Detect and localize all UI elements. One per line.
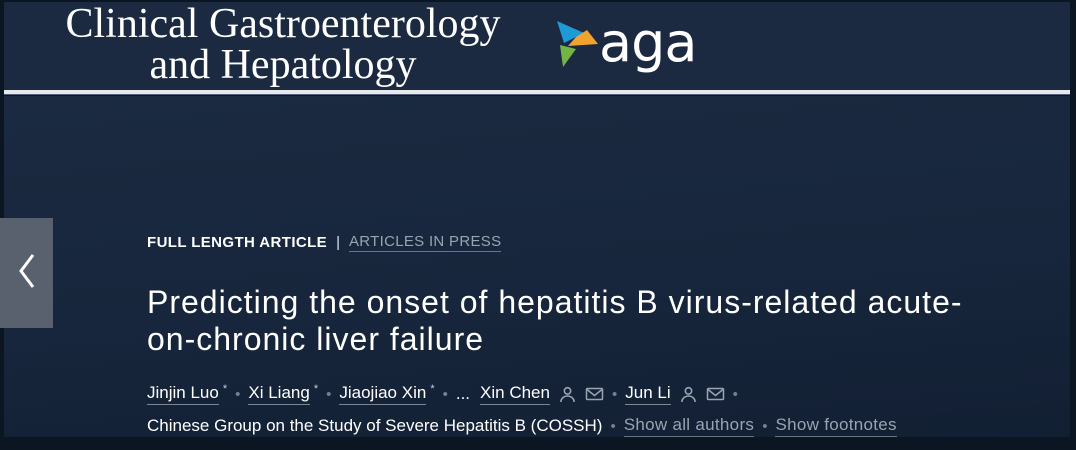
aga-logo-text: aga xyxy=(599,11,697,74)
article-category-label: FULL LENGTH ARTICLE xyxy=(147,234,328,251)
author-footnote-marker: * xyxy=(430,383,435,395)
journal-masthead: Clinical Gastroenterology and Hepatology… xyxy=(4,2,1070,90)
author-separator-bullet: • xyxy=(235,385,241,403)
author-profile-icon[interactable] xyxy=(680,386,697,403)
author-email-icon[interactable] xyxy=(585,386,604,402)
author-separator-bullet: • xyxy=(611,385,618,403)
group-name: Chinese Group on the Study of Severe Hep… xyxy=(147,416,603,435)
author-separator-bullet: • xyxy=(442,385,448,403)
show-footnotes-link[interactable]: Show footnotes xyxy=(775,415,897,437)
affiliation-row: Chinese Group on the Study of Severe Hep… xyxy=(147,415,897,437)
author-footnote-marker: * xyxy=(222,383,228,395)
author-link[interactable]: Jun Li xyxy=(625,383,671,405)
author-link[interactable]: Xin Chen xyxy=(480,383,550,405)
journal-title-line2: and Hepatology xyxy=(149,42,417,88)
previous-article-button[interactable] xyxy=(0,218,53,328)
aga-logo: aga xyxy=(553,11,697,74)
journal-title: Clinical Gastroenterology and Hepatology xyxy=(18,1,548,88)
author-email-icon[interactable] xyxy=(706,386,725,402)
author-xi-liang: Xi Liang * xyxy=(248,383,318,405)
author-jiaojiao-xin: Jiaojiao Xin * xyxy=(339,383,435,405)
separator-bullet: • xyxy=(762,417,768,435)
author-list: Jinjin Luo * • Xi Liang * • Jiaojiao Xin… xyxy=(147,383,746,405)
article-header-panel: FULL LENGTH ARTICLE | ARTICLES IN PRESS … xyxy=(4,96,1070,437)
author-separator-bullet: • xyxy=(732,385,738,403)
author-link[interactable]: Xi Liang xyxy=(248,383,310,405)
articles-in-press-link[interactable]: ARTICLES IN PRESS xyxy=(349,233,502,252)
article-eyebrow: FULL LENGTH ARTICLE | ARTICLES IN PRESS xyxy=(147,233,502,252)
authors-ellipsis: ... xyxy=(455,384,471,403)
chevron-left-icon xyxy=(14,249,40,298)
author-link[interactable]: Jiaojiao Xin xyxy=(339,383,427,405)
author-footnote-marker: * xyxy=(313,383,319,395)
masthead-separator xyxy=(4,90,1070,95)
author-jun-li: Jun Li xyxy=(625,383,671,405)
aga-triangle-icon xyxy=(553,20,599,73)
author-jinjin-luo: Jinjin Luo * xyxy=(147,383,227,405)
journal-title-line1: Clinical Gastroenterology xyxy=(65,1,501,47)
category-divider: | xyxy=(336,234,340,251)
author-link[interactable]: Jinjin Luo xyxy=(147,383,219,405)
article-title: Predicting the onset of hepatitis B viru… xyxy=(147,284,963,357)
author-xin-chen: Xin Chen xyxy=(480,383,550,405)
show-all-authors-link[interactable]: Show all authors xyxy=(623,415,755,437)
separator-bullet: • xyxy=(610,417,616,435)
author-separator-bullet: • xyxy=(326,385,332,403)
author-profile-icon[interactable] xyxy=(559,386,576,403)
